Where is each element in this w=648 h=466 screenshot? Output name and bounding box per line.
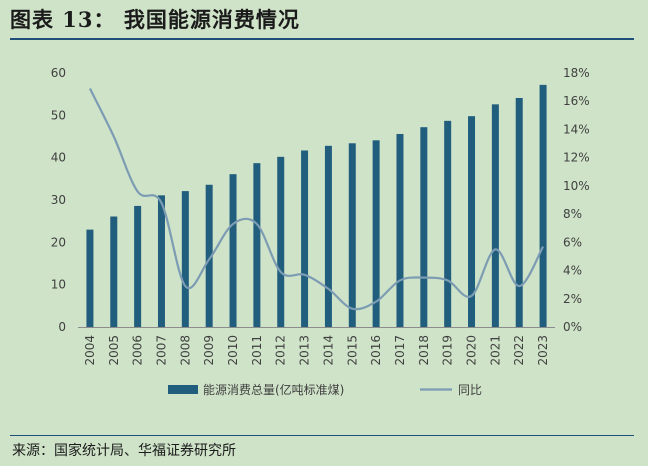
y-right-tick-label: 12% [563,151,590,165]
y-left-tick-label: 10 [51,278,66,292]
x-tick-label: 2023 [536,335,550,366]
y-right-tick-label: 4% [563,264,582,278]
x-tick-label: 2008 [178,335,192,366]
y-right-tick-label: 2% [563,292,582,306]
x-tick-label: 2021 [488,335,502,366]
x-tick-label: 2020 [465,335,479,366]
x-tick-label: 2014 [321,335,335,366]
bar-energy-consumption [372,140,380,327]
bar-energy-consumption [181,191,189,327]
source-note: 来源：国家统计局、华福证券研究所 [12,443,236,459]
line-yoy-growth [88,88,545,311]
y-right-tick-label: 10% [563,179,590,193]
source-rule [10,435,634,436]
x-tick-label: 2022 [512,335,526,366]
y-left-tick-label: 0 [58,320,66,334]
bar-energy-consumption [324,145,332,327]
x-tick-label: 2005 [107,335,121,366]
y-right-tick-label: 14% [563,122,590,136]
x-tick-label: 2017 [393,335,407,366]
x-tick-label: 2019 [441,335,455,366]
bar-energy-consumption [86,229,94,327]
bar-energy-consumption [110,216,118,327]
x-tick-label: 2004 [83,335,97,366]
legend-bar-swatch [168,385,198,394]
x-tick-label: 2013 [298,335,312,366]
bar-energy-consumption [468,116,476,328]
y-right-tick-label: 0% [563,320,582,334]
bar-energy-consumption [515,97,523,327]
bar-energy-consumption [277,156,285,327]
y-left-tick-label: 40 [51,151,66,165]
y-right-tick-label: 16% [563,94,590,108]
bar-energy-consumption [420,127,428,327]
y-left-tick-label: 50 [51,108,66,122]
x-tick-label: 2006 [131,335,145,366]
y-left-tick-label: 60 [51,66,66,80]
x-tick-label: 2010 [226,335,240,366]
x-tick-label: 2012 [274,335,288,366]
bar-energy-consumption [134,205,142,327]
y-right-tick-label: 6% [563,235,582,249]
legend-line-label: 同比 [458,383,482,397]
y-left-tick-label: 30 [51,193,66,207]
x-tick-label: 2007 [154,335,168,366]
x-tick-label: 2011 [250,335,264,366]
bar-energy-consumption [205,184,213,327]
y-right-tick-label: 18% [563,66,590,80]
y-right-tick-label: 8% [563,207,582,221]
x-tick-label: 2016 [369,335,383,366]
y-left-tick-label: 20 [51,235,66,249]
title-rule [10,38,634,40]
bar-energy-consumption [301,150,309,327]
bar-energy-consumption [491,104,499,328]
x-tick-label: 2015 [345,335,359,366]
bar-energy-consumption [348,143,356,327]
x-tick-label: 2018 [417,335,431,366]
chart-title: 图表 13： 我国能源消费情况 [10,7,300,32]
bar-energy-consumption [444,120,452,327]
bar-energy-consumption [157,195,165,327]
bar-energy-consumption [253,163,261,327]
bar-energy-consumption [539,84,547,327]
legend-bar-label: 能源消费总量(亿吨标准煤) [203,382,344,397]
bar-energy-consumption [229,174,237,327]
bar-energy-consumption [396,133,404,327]
x-tick-label: 2009 [202,335,216,366]
